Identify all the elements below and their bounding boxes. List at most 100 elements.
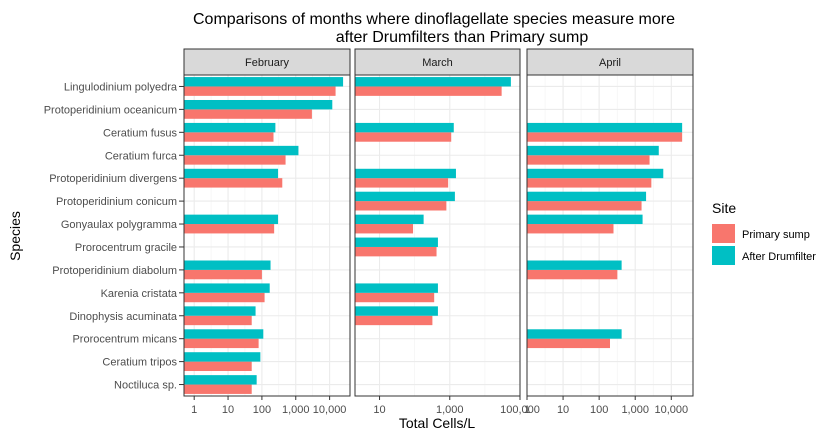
- x-tick-label: 1: [191, 404, 197, 416]
- bar-february-after-drumfilter-protoperidinium-divergens: [184, 168, 279, 179]
- bar-march-after-drumfilter-ceratium-fusus: [355, 122, 454, 133]
- y-axis-title: Species: [7, 211, 23, 261]
- x-tick-label: 10,000: [654, 404, 688, 416]
- y-tick-label-lingulodinium-polyedra: Lingulodinium polyedra: [64, 81, 178, 93]
- chart-title-line-1: Comparisons of months where dinoflagella…: [193, 11, 675, 28]
- bar-february-after-drumfilter-noctiluca-sp: [184, 375, 257, 385]
- bar-april-after-drumfilter-ceratium-fusus: [527, 122, 683, 133]
- bar-april-after-drumfilter-protoperidinium-diabolum: [527, 260, 622, 270]
- bar-march-after-drumfilter-prorocentrum-gracile: [355, 237, 438, 247]
- bar-april-primary-sump-ceratium-furca: [527, 155, 650, 165]
- legend-label-after-drumfilter: After Drumfilter: [742, 251, 816, 263]
- bar-february-after-drumfilter-gonyaulax-polygramma: [184, 214, 279, 225]
- bar-february-primary-sump-lingulodinium-polyedra: [184, 86, 336, 96]
- bar-february-primary-sump-prorocentrum-micans: [184, 338, 259, 349]
- bar-april-primary-sump-ceratium-fusus: [527, 132, 683, 142]
- bar-march-after-drumfilter-karenia-cristata: [355, 283, 438, 293]
- facet-strip: [526, 48, 694, 76]
- x-tick-label: 1,000: [621, 404, 649, 416]
- x-tick-label: 100: [590, 404, 608, 416]
- facet-strip: [354, 48, 521, 76]
- y-tick-label-ceratium-fusus: Ceratium fusus: [103, 127, 177, 139]
- bar-february-after-drumfilter-protoperidinium-diabolum: [184, 260, 271, 270]
- bar-february-after-drumfilter-lingulodinium-polyedra: [184, 77, 344, 87]
- bar-february-primary-sump-protoperidinium-diabolum: [184, 269, 262, 280]
- bar-february-primary-sump-karenia-cristata: [184, 292, 265, 303]
- chart-title-line-2: after Drumfilters than Primary sump: [336, 29, 589, 46]
- facet-strip-label-april: April: [599, 57, 621, 69]
- bar-february-after-drumfilter-protoperidinium-oceanicum: [184, 99, 333, 110]
- bar-february-after-drumfilter-ceratium-furca: [184, 145, 299, 156]
- bar-april-primary-sump-protoperidinium-divergens: [527, 178, 652, 188]
- y-tick-label-protoperidinium-diabolum: Protoperidinium diabolum: [52, 265, 177, 277]
- y-tick-label-prorocentrum-micans: Prorocentrum micans: [72, 334, 177, 346]
- x-tick-label: 10: [373, 404, 385, 416]
- facet-strip-label-march: March: [422, 57, 453, 69]
- bar-april-after-drumfilter-ceratium-furca: [527, 145, 659, 156]
- bar-february-primary-sump-dinophysis-acuminata: [184, 315, 252, 326]
- y-tick-label-ceratium-furca: Ceratium furca: [105, 150, 178, 162]
- bar-march-after-drumfilter-dinophysis-acuminata: [355, 306, 438, 316]
- bar-march-primary-sump-prorocentrum-gracile: [355, 246, 437, 257]
- bar-february-after-drumfilter-karenia-cristata: [184, 283, 270, 293]
- bar-april-primary-sump-gonyaulax-polygramma: [527, 224, 614, 234]
- bar-march-after-drumfilter-lingulodinium-polyedra: [355, 77, 511, 87]
- bar-march-after-drumfilter-protoperidinium-divergens: [355, 168, 456, 179]
- y-tick-label-karenia-cristata: Karenia cristata: [101, 288, 178, 300]
- y-tick-label-protoperidinium-divergens: Protoperidinium divergens: [49, 173, 177, 185]
- bar-april-after-drumfilter-protoperidinium-divergens: [527, 168, 664, 179]
- y-tick-label-protoperidinium-conicum: Protoperidinium conicum: [56, 196, 177, 208]
- x-tick-label: 10,000: [313, 404, 347, 416]
- bar-april-primary-sump-prorocentrum-micans: [527, 338, 610, 349]
- bar-february-primary-sump-gonyaulax-polygramma: [184, 224, 275, 234]
- panel-february: February 1 10 100 1,000 10,000: [183, 48, 351, 416]
- bar-february-after-drumfilter-prorocentrum-micans: [184, 329, 264, 339]
- bar-march-primary-sump-protoperidinium-conicum: [355, 201, 447, 211]
- bar-march-primary-sump-dinophysis-acuminata: [355, 315, 433, 326]
- y-tick-label-noctiluca-sp: Noctiluca sp.: [114, 380, 177, 392]
- x-tick-label: 1: [524, 404, 530, 416]
- bar-april-after-drumfilter-protoperidinium-conicum: [527, 191, 647, 202]
- bar-march-primary-sump-protoperidinium-divergens: [355, 178, 449, 188]
- bar-february-primary-sump-ceratium-fusus: [184, 132, 274, 142]
- bar-march-primary-sump-lingulodinium-polyedra: [355, 86, 502, 96]
- x-axis-title: Total Cells/L: [399, 415, 475, 431]
- bar-february-after-drumfilter-ceratium-fusus: [184, 122, 276, 133]
- y-tick-label-dinophysis-acuminata: Dinophysis acuminata: [69, 311, 177, 323]
- x-tick-label: 10: [222, 404, 234, 416]
- x-tick-label: 1,000: [436, 404, 464, 416]
- x-tick-label: 1,000: [282, 404, 310, 416]
- x-tick-label: 100,000: [500, 404, 540, 416]
- x-tick-label: 10: [557, 404, 569, 416]
- legend-title: Site: [712, 200, 736, 216]
- bar-march-after-drumfilter-protoperidinium-conicum: [355, 191, 455, 202]
- bar-february-after-drumfilter-dinophysis-acuminata: [184, 306, 256, 316]
- y-tick-label-gonyaulax-polygramma: Gonyaulax polygramma: [61, 219, 178, 231]
- bar-march-after-drumfilter-gonyaulax-polygramma: [355, 214, 424, 225]
- bar-february-after-drumfilter-ceratium-tripos: [184, 352, 261, 362]
- legend-label-primary-sump: Primary sump: [742, 229, 810, 241]
- panel-march: March 10 1,000 100,000: [354, 48, 540, 416]
- bar-april-after-drumfilter-gonyaulax-polygramma: [527, 214, 643, 225]
- legend-key-primary-sump: [712, 224, 735, 243]
- facet-strip-label-february: February: [245, 57, 290, 69]
- legend: Site Primary sump After Drumfilter: [712, 200, 816, 265]
- bar-april-primary-sump-protoperidinium-diabolum: [527, 269, 618, 280]
- bar-february-primary-sump-ceratium-tripos: [184, 361, 252, 372]
- bar-february-primary-sump-protoperidinium-divergens: [184, 178, 283, 188]
- bar-february-primary-sump-ceratium-furca: [184, 155, 286, 165]
- bar-april-primary-sump-protoperidinium-conicum: [527, 201, 642, 211]
- bar-march-primary-sump-ceratium-fusus: [355, 132, 452, 142]
- y-axis-labels: Lingulodinium polyedra Protoperidinium oc…: [44, 81, 184, 392]
- y-tick-label-prorocentrum-gracile: Prorocentrum gracile: [75, 242, 177, 254]
- bar-february-primary-sump-noctiluca-sp: [184, 384, 252, 394]
- bar-april-after-drumfilter-prorocentrum-micans: [527, 329, 622, 339]
- facet-strip: [183, 48, 351, 76]
- bar-february-primary-sump-protoperidinium-oceanicum: [184, 109, 312, 119]
- legend-key-after-drumfilter: [712, 246, 735, 265]
- panel-april: April 1 10 100 1,000 10,000: [524, 48, 694, 416]
- bar-march-primary-sump-karenia-cristata: [355, 292, 435, 303]
- y-tick-label-protoperidinium-oceanicum: Protoperidinium oceanicum: [44, 104, 177, 116]
